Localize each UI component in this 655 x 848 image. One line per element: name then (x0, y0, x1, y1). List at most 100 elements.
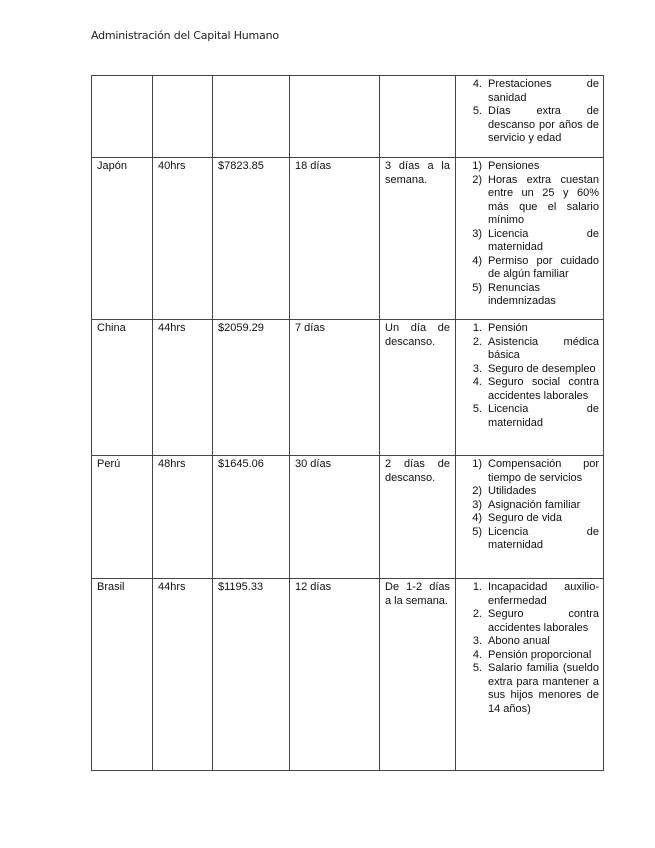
cell-vacation: 7 días (289, 319, 380, 456)
list-number: 5) (472, 525, 482, 538)
list-item: 5) Licencia de maternidad (466, 526, 599, 553)
list-text: Seguro de desempleo (488, 362, 596, 375)
list-number: 5) (472, 281, 482, 294)
list-text: Abono anual (488, 635, 550, 647)
list-number: 5. (472, 105, 482, 117)
list-item: 2) Utilidades (466, 485, 599, 499)
cell-rest: Un día de descanso. (379, 319, 456, 456)
list-number: 1. (472, 322, 482, 334)
list-text: Seguro contra accidentes laborales (488, 608, 599, 634)
list-item: 2) Horas extra cuestan entre un 25 y 60% … (466, 174, 599, 228)
table-row: China 44hrs $2059.29 7 días Un día de descan… (91, 319, 604, 456)
cell-hours: 40hrs (152, 157, 213, 320)
table-row: Japón 40hrs $7823.85 18 días 3 días a la sem… (91, 157, 604, 320)
list-item: 3. Abono anual (466, 635, 599, 649)
benefits-list: 1) Pensiones 2) Horas extra cuestan entre u… (466, 160, 599, 309)
cell-benefits: 1. Pensión 2. Asistencia médica básica 3. Seg… (455, 319, 604, 456)
table-row: Perú 48hrs $1645.06 30 días 2 días de descan… (91, 455, 604, 579)
cell-salary: $1645.06 (212, 455, 290, 579)
list-item: 5. Días extra de descanso por años de ser… (466, 105, 599, 146)
list-number: 3. (472, 635, 482, 647)
cell-benefits: 1) Compensación por tiempo de servicios 2)… (455, 455, 604, 579)
list-item: 3. Seguro de desempleo (466, 363, 599, 377)
benefits-list: 1. Incapacidad auxilio-enfermedad 2. Seguro… (466, 581, 599, 716)
cell-salary: $1195.33 (212, 578, 290, 771)
cell-benefits: 1. Incapacidad auxilio-enfermedad 2. Seguro… (455, 578, 604, 771)
cell-vacation: 30 días (289, 455, 380, 579)
list-number: 2. (472, 335, 482, 348)
list-text: Seguro de vida (488, 512, 562, 524)
list-item: 2. Asistencia médica básica (466, 336, 599, 363)
list-item: 4. Prestaciones de sanidad (466, 78, 599, 105)
list-number: 5. (472, 662, 482, 674)
list-number: 4) (472, 512, 482, 524)
cell-country: Perú (91, 455, 153, 579)
cell-salary (212, 75, 290, 158)
benefits-list: 1. Pensión 2. Asistencia médica básica 3. Seg… (466, 322, 599, 430)
list-item: 5) Renuncias indemnizadas (466, 282, 599, 309)
cell-vacation: 12 días (289, 578, 380, 771)
list-text: Licencia de maternidad (488, 403, 599, 429)
list-number: 3. (472, 362, 482, 375)
cell-hours: 44hrs (152, 578, 213, 771)
list-text: Pensión (488, 322, 528, 334)
cell-rest: 3 días a la semana. (379, 157, 456, 320)
list-item: 2. Seguro contra accidentes laborales (466, 608, 599, 635)
list-item: 1) Pensiones (466, 160, 599, 174)
list-item: 4. Pensión proporcional (466, 649, 599, 663)
list-text: Días extra de descanso por años de servi… (488, 105, 599, 144)
list-item: 1. Pensión (466, 322, 599, 336)
table-row: Brasil 44hrs $1195.33 12 días De 1-2 días a … (91, 578, 604, 771)
cell-benefits: 1) Pensiones 2) Horas extra cuestan entre u… (455, 157, 604, 320)
list-number: 4. (472, 376, 482, 388)
list-item: 4) Permiso por cuidado de algún familiar (466, 255, 599, 282)
list-number: 4) (472, 254, 482, 267)
cell-country: China (91, 319, 153, 456)
list-number: 1) (472, 458, 482, 470)
benefits-list: 1) Compensación por tiempo de servicios 2)… (466, 458, 599, 553)
list-text: Asignación familiar (488, 498, 581, 511)
cell-vacation: 18 días (289, 157, 380, 320)
list-text: Seguro social contra accidentes laborale… (488, 376, 599, 402)
list-number: 2. (472, 608, 482, 620)
list-item: 5. Salario familia (sueldo extra para man… (466, 662, 599, 716)
list-number: 3) (472, 227, 482, 240)
list-item: 3) Asignación familiar (466, 499, 599, 513)
list-text: Asistencia médica básica (488, 335, 599, 362)
cell-rest: 2 días de descanso. (379, 455, 456, 579)
table-row: 4. Prestaciones de sanidad 5. Días extra de… (91, 75, 604, 158)
list-item: 5. Licencia de maternidad (466, 403, 599, 430)
list-number: 4. (472, 78, 482, 90)
cell-salary: $2059.29 (212, 319, 290, 456)
list-text: Permiso por cuidado de algún familiar (488, 254, 599, 281)
list-number: 3) (472, 498, 482, 511)
list-text: Licencia de maternidad (488, 227, 599, 254)
cell-hours (152, 75, 213, 158)
list-item: 1. Incapacidad auxilio-enfermedad (466, 581, 599, 608)
cell-vacation (289, 75, 380, 158)
page-header: Administración del Capital Humano (91, 29, 279, 42)
list-number: 2) (472, 485, 482, 497)
list-number: 5. (472, 403, 482, 415)
list-text: Salario familia (sueldo extra para mante… (488, 662, 599, 715)
cell-country: Japón (91, 157, 153, 320)
list-text: Horas extra cuestan entre un 25 y 60% má… (488, 173, 599, 227)
cell-country (91, 75, 153, 158)
benefits-list: 4. Prestaciones de sanidad 5. Días extra de… (466, 78, 599, 146)
list-item: 4) Seguro de vida (466, 512, 599, 526)
list-text: Pensiones (488, 160, 540, 172)
list-number: 1) (472, 160, 482, 172)
cell-rest: De 1-2 días a la semana. (379, 578, 456, 771)
list-item: 4. Seguro social contra accidentes labora… (466, 376, 599, 403)
list-text: Utilidades (488, 485, 537, 497)
list-text: Licencia de maternidad (488, 525, 599, 552)
cell-salary: $7823.85 (212, 157, 290, 320)
labor-comparison-table: 4. Prestaciones de sanidad 5. Días extra de… (91, 75, 604, 771)
cell-country: Brasil (91, 578, 153, 771)
list-item: 3) Licencia de maternidad (466, 228, 599, 255)
cell-hours: 48hrs (152, 455, 213, 579)
list-number: 4. (472, 648, 482, 661)
list-item: 1) Compensación por tiempo de servicios (466, 458, 599, 485)
list-number: 1. (472, 581, 482, 593)
